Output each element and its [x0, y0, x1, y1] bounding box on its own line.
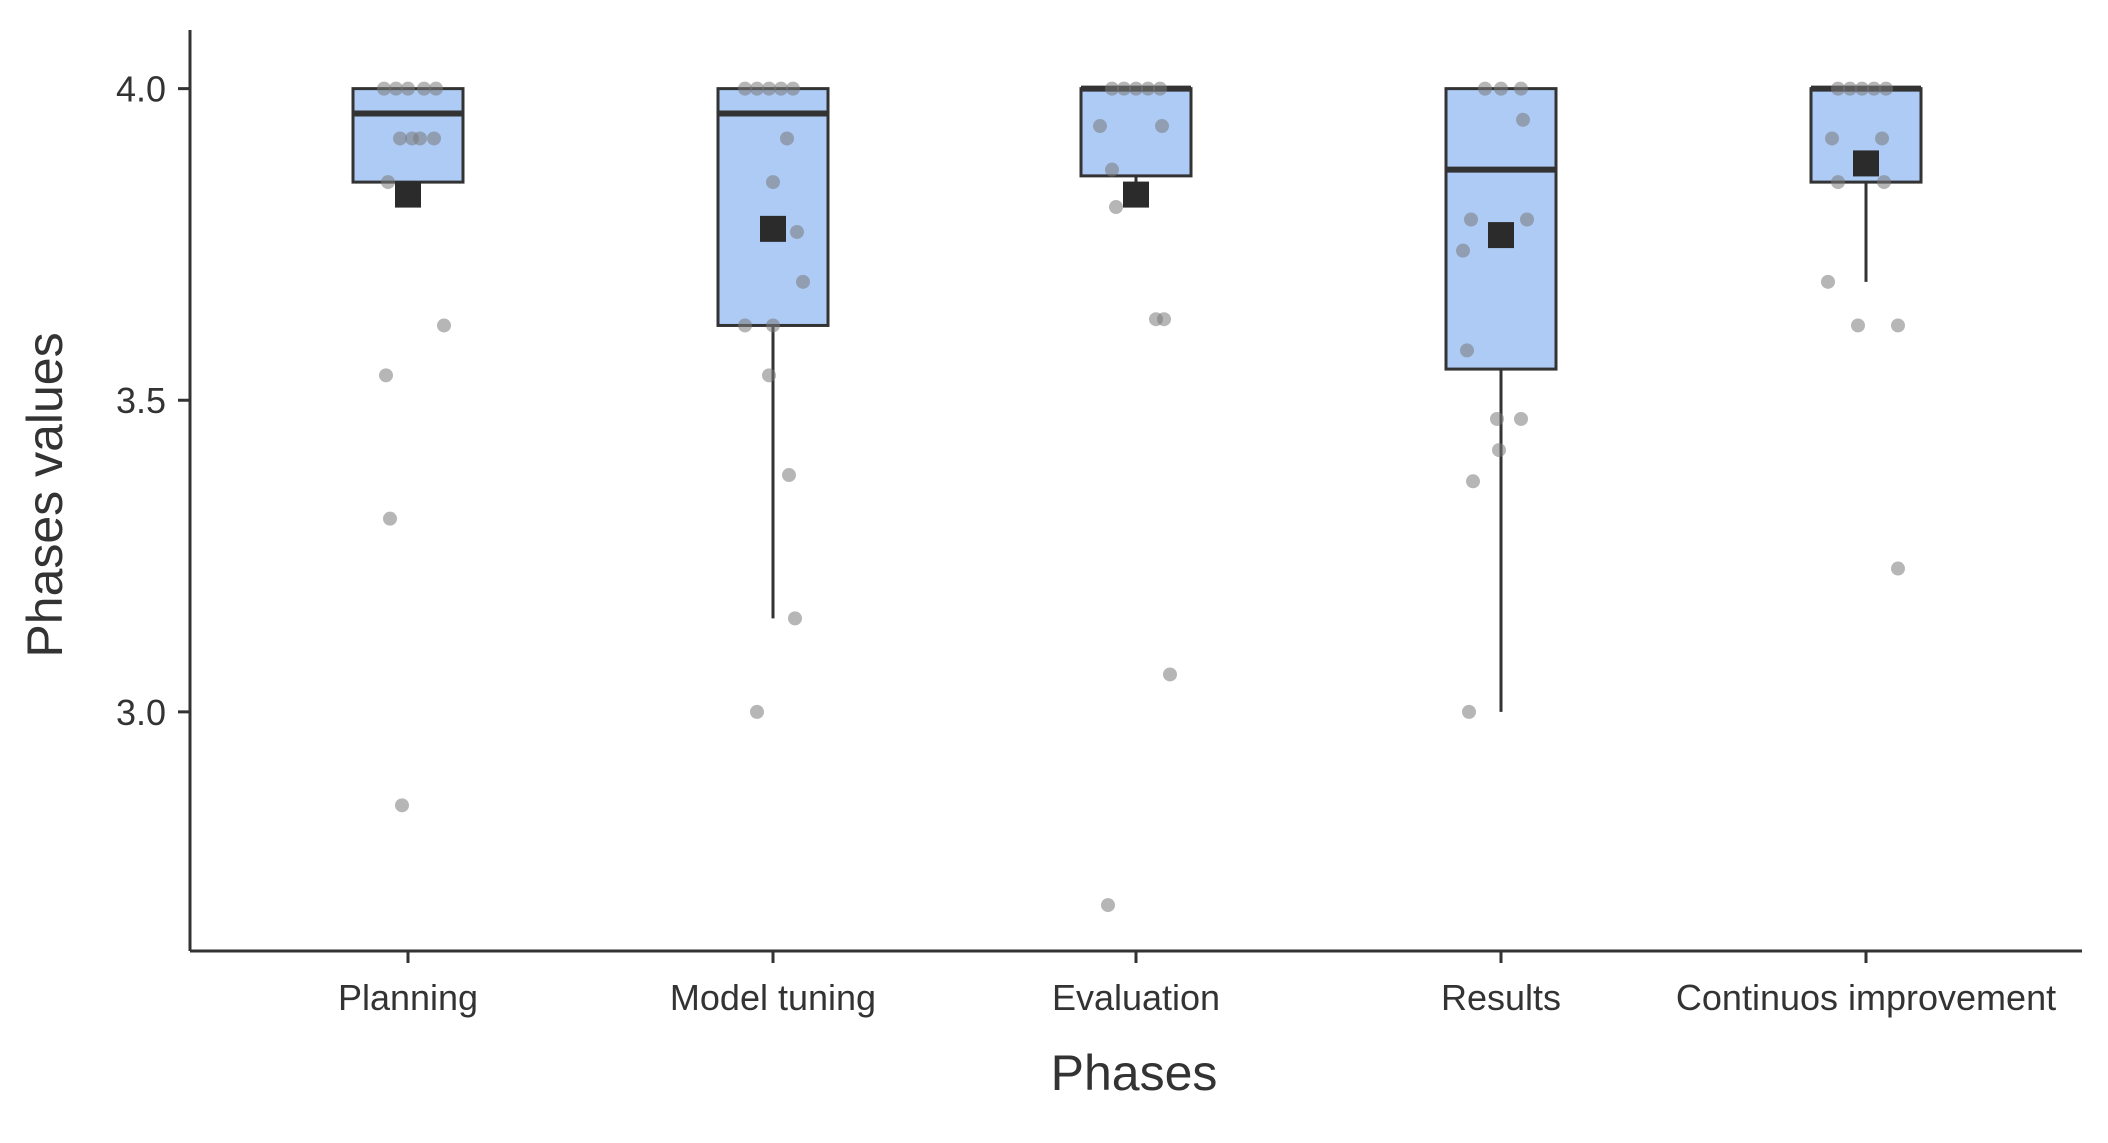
- x-tick-label-results: Results: [1441, 977, 1561, 1018]
- data-point-evaluation-6: [1155, 119, 1169, 134]
- data-point-planning-2: [401, 81, 415, 96]
- data-point-evaluation-2: [1129, 81, 1143, 96]
- data-point-evaluation-11: [1163, 667, 1177, 682]
- data-point-planning-1: [389, 81, 403, 96]
- y-tick-label-4-0: 4.0: [116, 69, 166, 110]
- mean-marker-evaluation: [1123, 181, 1149, 208]
- data-point-results-5: [1520, 212, 1534, 227]
- data-point-model-tuning-6: [766, 175, 780, 190]
- data-point-model-tuning-8: [796, 274, 810, 289]
- y-tick-label-3-5: 3.5: [116, 380, 166, 421]
- data-point-results-7: [1460, 343, 1474, 358]
- data-point-planning-13: [395, 798, 409, 813]
- data-point-continuos-improvement-12: [1891, 561, 1905, 576]
- box-model-tuning: [716, 87, 830, 327]
- x-tick-label-model-tuning: Model tuning: [670, 977, 876, 1018]
- data-point-continuos-improvement-5: [1825, 131, 1839, 146]
- data-point-planning-3: [417, 81, 431, 96]
- data-point-planning-10: [437, 318, 451, 333]
- data-point-results-6: [1456, 243, 1470, 258]
- y-tick-label-3-0: 3.0: [116, 692, 166, 733]
- points-layer: [377, 81, 1905, 913]
- data-point-results-3: [1516, 112, 1530, 127]
- data-point-results-12: [1462, 704, 1476, 719]
- data-point-results-10: [1492, 443, 1506, 458]
- data-point-model-tuning-5: [780, 131, 794, 146]
- data-point-evaluation-1: [1117, 81, 1131, 96]
- data-point-evaluation-3: [1141, 81, 1155, 96]
- y-axis-title: Phases values: [17, 332, 73, 657]
- data-point-evaluation-12: [1101, 898, 1115, 913]
- data-point-model-tuning-14: [750, 704, 764, 719]
- data-point-planning-7: [413, 131, 427, 146]
- mean-marker-results: [1488, 222, 1514, 249]
- data-point-planning-0: [377, 81, 391, 96]
- data-point-results-8: [1490, 411, 1504, 426]
- data-point-continuos-improvement-11: [1891, 318, 1905, 333]
- data-point-continuos-improvement-10: [1851, 318, 1865, 333]
- x-tick-label-planning: Planning: [338, 977, 478, 1018]
- data-point-model-tuning-2: [762, 81, 776, 96]
- data-point-model-tuning-3: [774, 81, 788, 96]
- data-point-results-0: [1478, 81, 1492, 96]
- y-ticks-layer: 3.0 3.5 4.0: [116, 69, 190, 733]
- data-point-results-11: [1466, 474, 1480, 489]
- data-point-evaluation-7: [1105, 162, 1119, 177]
- data-point-continuos-improvement-0: [1831, 81, 1845, 96]
- data-point-model-tuning-0: [738, 81, 752, 96]
- data-point-planning-4: [429, 81, 443, 96]
- x-ticks-layer: Planning Model tuning Evaluation Results Con…: [338, 951, 2056, 1018]
- data-point-model-tuning-1: [750, 81, 764, 96]
- means-layer: [395, 150, 1879, 249]
- mean-marker-planning: [395, 181, 421, 208]
- data-point-planning-9: [381, 175, 395, 190]
- data-point-model-tuning-4: [786, 81, 800, 96]
- x-tick-label-continuos-improvement: Continuos improvement: [1676, 977, 2056, 1018]
- data-point-continuos-improvement-3: [1867, 81, 1881, 96]
- mean-marker-model-tuning: [760, 215, 786, 242]
- data-point-evaluation-0: [1105, 81, 1119, 96]
- data-point-continuos-improvement-9: [1821, 274, 1835, 289]
- data-point-model-tuning-9: [738, 318, 752, 333]
- data-point-evaluation-10: [1157, 312, 1171, 327]
- data-point-results-9: [1514, 411, 1528, 426]
- x-tick-label-evaluation: Evaluation: [1052, 977, 1220, 1018]
- data-point-model-tuning-13: [788, 611, 802, 626]
- data-point-evaluation-5: [1093, 119, 1107, 134]
- data-point-continuos-improvement-2: [1855, 81, 1869, 96]
- data-point-model-tuning-10: [766, 318, 780, 333]
- mean-marker-continuos-improvement: [1853, 150, 1879, 177]
- data-point-planning-11: [379, 368, 393, 383]
- x-axis-title: Phases: [1051, 1045, 1218, 1101]
- data-point-continuos-improvement-8: [1877, 175, 1891, 190]
- data-point-results-2: [1514, 81, 1528, 96]
- data-point-evaluation-4: [1153, 81, 1167, 96]
- data-point-results-4: [1464, 212, 1478, 227]
- data-point-model-tuning-12: [782, 468, 796, 483]
- data-point-model-tuning-7: [790, 224, 804, 239]
- data-point-model-tuning-11: [762, 368, 776, 383]
- data-point-evaluation-8: [1109, 200, 1123, 215]
- data-point-planning-12: [383, 511, 397, 526]
- data-point-continuos-improvement-7: [1831, 175, 1845, 190]
- data-point-continuos-improvement-4: [1879, 81, 1893, 96]
- data-point-planning-5: [393, 131, 407, 146]
- data-point-planning-8: [427, 131, 441, 146]
- data-point-continuos-improvement-1: [1843, 81, 1857, 96]
- data-point-results-1: [1494, 81, 1508, 96]
- data-point-continuos-improvement-6: [1875, 131, 1889, 146]
